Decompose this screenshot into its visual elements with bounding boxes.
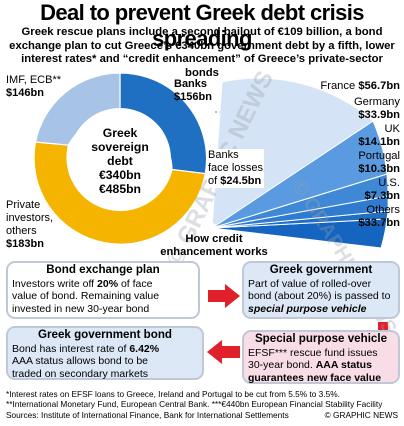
greek-government-bond-box: Greek government bond Bond has interest … (6, 326, 204, 380)
box-line: guarantees new face value (248, 371, 382, 384)
fan-hub (207, 223, 217, 233)
sources: Sources: Institute of International Fina… (6, 410, 289, 420)
debt-donut-chart (33, 72, 208, 245)
arrow-left-icon (207, 340, 240, 364)
country-name: UK (384, 123, 400, 135)
box-line: AAA status allows bond to be (12, 355, 149, 368)
banks-label: Banks $156bn (174, 78, 212, 104)
country-value: $7.3bn (364, 190, 400, 202)
losses-line: of (208, 175, 218, 187)
country-germany: Germany $33.9bn (354, 96, 400, 122)
center-line: €485bn (98, 182, 141, 196)
box-line: Investors write off 20% of face (12, 277, 153, 290)
how-line: How credit (185, 233, 243, 245)
arrow-right-icon (208, 284, 240, 308)
box-line: Bond has interest rate of 6.42% (12, 342, 160, 355)
box-heading: Greek government bond (38, 328, 172, 341)
banks-value: $156bn (174, 91, 212, 103)
box-heading: Bond exchange plan (46, 263, 160, 276)
box-line: EFSF*** rescue fund issues (248, 346, 378, 359)
subtitle: Greek rescue plans include a second bail… (9, 26, 395, 79)
center-line: sovereign (91, 140, 149, 154)
center-line: €340bn (98, 168, 141, 182)
special-purpose-vehicle-box: Special purpose vehicle EFSF*** rescue f… (242, 330, 400, 384)
losses-line: face losses (208, 162, 264, 174)
country-value: $33.9bn (358, 109, 400, 121)
bond-exchange-plan-box: Bond exchange plan Investors write off 2… (6, 261, 200, 319)
donut-center (69, 108, 171, 210)
country-name: Portugal (358, 150, 400, 162)
box-line: special purpose vehicle (248, 302, 367, 315)
banks-name: Banks (174, 78, 208, 90)
country-others: Others $33.7bn (358, 204, 400, 230)
country-portugal: Portugal $10.3bn (358, 150, 400, 176)
center-line: debt (107, 154, 133, 168)
how-it-works-heading: How credit enhancement works (158, 233, 270, 259)
credit: © GRAPHIC NEWS (324, 410, 398, 420)
bank-losses-label: Banks face losses of $24.5bn (207, 149, 265, 188)
box-line: traded on secondary markets (12, 367, 148, 380)
box-line: bond (about 20%) is passed to (248, 290, 391, 303)
country-name: Others (366, 204, 400, 216)
greek-government-box: Greek government Part of value of rolled… (242, 261, 400, 319)
imf-ecb-label: IMF, ECB** $146bn (6, 74, 61, 100)
center-line: Greek (102, 126, 138, 140)
country-france: France $56.7bn (320, 80, 400, 93)
country-us: U.S. $7.3bn (365, 177, 400, 203)
page-title: Deal to prevent Greek debt crisis spread… (40, 0, 364, 51)
donut-center-label: Greek sovereign debt €340bn €485bn (74, 126, 166, 196)
donut-slice-private (33, 141, 207, 245)
private-line: Private (6, 199, 41, 211)
country-uk: UK $14.1bn (358, 123, 400, 149)
country-value: $10.3bn (358, 163, 400, 175)
losses-value: $24.5bn (220, 175, 262, 187)
footnote-abbreviations: **International Monetary Fund, European … (6, 399, 383, 409)
bank-exposure-fan-chart (207, 77, 389, 249)
box-line: 30-year bond. AAA status (248, 359, 372, 372)
country-value: $14.1bn (358, 136, 400, 148)
private-line: others (6, 225, 37, 237)
fan-wedge-france (211, 77, 374, 229)
how-line: enhancement works (160, 246, 268, 258)
box-line: value of bond. Remaining value (12, 290, 160, 303)
box-line: invested in new 30-year bond (12, 302, 150, 315)
box-heading: Greek government (269, 263, 373, 276)
country-name: Germany (353, 96, 400, 108)
footnote-interest: *Interest rates on EFSF loans to Greece,… (6, 389, 340, 399)
imf-ecb-value: $146bn (6, 87, 44, 99)
country-name: U.S. (378, 177, 400, 189)
country-name: France (320, 80, 356, 92)
country-value: $33.7bn (358, 217, 400, 229)
private-investors-label: Private investors, others $183bn (6, 199, 53, 251)
imf-ecb-name: IMF, ECB** (6, 74, 62, 86)
losses-line: Banks (208, 149, 239, 161)
box-line: Part of value of rolled-over (248, 277, 372, 290)
private-line: investors, (6, 212, 54, 224)
private-value: $183bn (6, 238, 44, 250)
country-value: $56.7bn (358, 80, 400, 92)
box-heading: Special purpose vehicle (254, 332, 388, 345)
